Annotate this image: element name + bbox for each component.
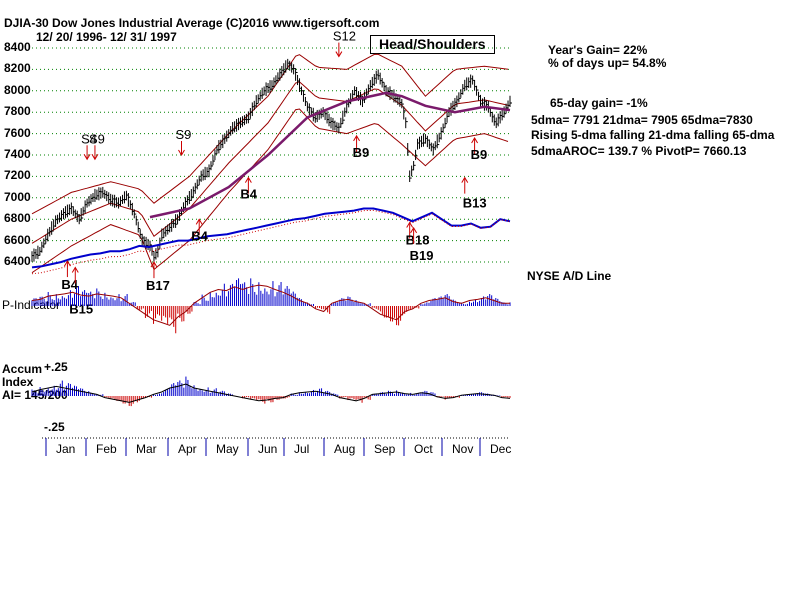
month-label: Sep — [374, 442, 396, 456]
month-label: Aug — [334, 442, 356, 456]
ad-line — [31, 207, 511, 269]
month-label: Feb — [96, 442, 117, 456]
buy-signal-label: B9 — [353, 145, 370, 160]
accum-title-2: Index — [2, 375, 34, 389]
buy-signal-arrowhead — [71, 266, 79, 273]
stat-65-gain: 65-day gain= -1% — [550, 96, 648, 110]
buy-signal-label: B19 — [410, 248, 434, 263]
accum-ma — [31, 383, 511, 403]
accum-top-label: +.25 — [44, 360, 68, 374]
sell-signal-label: S9 — [89, 131, 105, 146]
buy-signal-arrowhead — [63, 260, 71, 267]
upper-band — [31, 53, 509, 215]
y-tick-label: 8000 — [4, 82, 31, 97]
month-label: Nov — [452, 442, 474, 456]
accum-bottom-label: -.25 — [44, 420, 65, 434]
y-tick-label: 7600 — [4, 125, 31, 140]
buy-signal-arrowhead — [244, 176, 252, 183]
y-tick-label: 8200 — [4, 61, 31, 76]
buy-signal-arrowhead — [353, 134, 360, 142]
y-tick-label: 7800 — [4, 104, 31, 119]
ma-65-line — [149, 91, 511, 219]
buy-signal-label: B18 — [406, 233, 430, 248]
buy-signal-label: B13 — [463, 196, 487, 211]
buy-signal-label: B17 — [146, 278, 170, 293]
sell-signal-label: S9 — [175, 127, 191, 142]
stat-days-up: % of days up= 54.8% — [548, 56, 667, 70]
accum-title-1: Accum — [2, 362, 43, 376]
sell-signal-label: S12 — [333, 29, 356, 44]
pattern-label: Head/Shoulders — [370, 35, 495, 54]
buy-signal-label: B4 — [61, 277, 78, 292]
buy-signal-arrowhead — [150, 261, 158, 268]
y-tick-label: 6400 — [4, 254, 31, 268]
accum-ai: AI= 145/200 — [2, 388, 68, 402]
sell-signal-arrowhead — [178, 149, 185, 156]
ad-ma-line — [31, 209, 511, 275]
lower-band — [31, 108, 509, 274]
y-tick-label: 7200 — [4, 168, 31, 183]
p-indicator-label: P-Indicator — [2, 298, 61, 312]
month-label: Jun — [258, 442, 278, 456]
sell-signal-arrowhead — [335, 51, 343, 58]
stat-dma: 5dma= 7791 21dma= 7905 65dma=7830 — [531, 113, 753, 127]
sell-signal-arrowhead — [83, 154, 91, 161]
stat-rising: Rising 5-dma falling 21-dma falling 65-d… — [531, 128, 775, 142]
month-label: Dec — [490, 442, 512, 456]
stat-aroc: 5dmaAROC= 139.7 % PivotP= 7660.13 — [531, 144, 747, 158]
buy-signal-arrowhead — [406, 221, 414, 228]
buy-signal-label: B9 — [471, 147, 488, 162]
y-tick-label: 7000 — [4, 189, 31, 204]
buy-signal-label: B15 — [69, 301, 93, 316]
p-indicator-ma — [31, 284, 510, 326]
buy-signal-arrowhead — [410, 226, 418, 234]
month-label: Jul — [294, 442, 310, 456]
month-label: Apr — [178, 442, 197, 456]
stat-years-gain: Year's Gain= 22% — [548, 43, 648, 57]
sell-signal-arrowhead — [91, 154, 99, 161]
month-label: Oct — [414, 442, 433, 456]
buy-signal-label: B4 — [240, 187, 257, 202]
sell-signal-label: S4 — [81, 131, 97, 146]
buy-signal-label: B4 — [191, 228, 208, 243]
date-range: 12/ 20/ 1996- 12/ 31/ 1997 — [36, 30, 177, 44]
buy-signal-arrowhead — [471, 137, 479, 144]
buy-signal-arrowhead — [195, 218, 203, 225]
ma-21-line — [31, 81, 509, 244]
y-tick-label: 6800 — [4, 211, 31, 226]
y-tick-label: 7400 — [4, 147, 31, 161]
y-tick-label: 8400 — [4, 40, 31, 54]
month-label: Mar — [136, 442, 157, 456]
nyse-ad-label: NYSE A/D Line — [527, 269, 612, 283]
month-label: Jan — [56, 442, 76, 456]
month-label: May — [216, 442, 239, 456]
chart-title: DJIA-30 Dow Jones Industrial Average (C)… — [4, 16, 380, 30]
buy-signal-arrowhead — [461, 176, 469, 183]
y-tick-label: 6600 — [4, 232, 31, 247]
